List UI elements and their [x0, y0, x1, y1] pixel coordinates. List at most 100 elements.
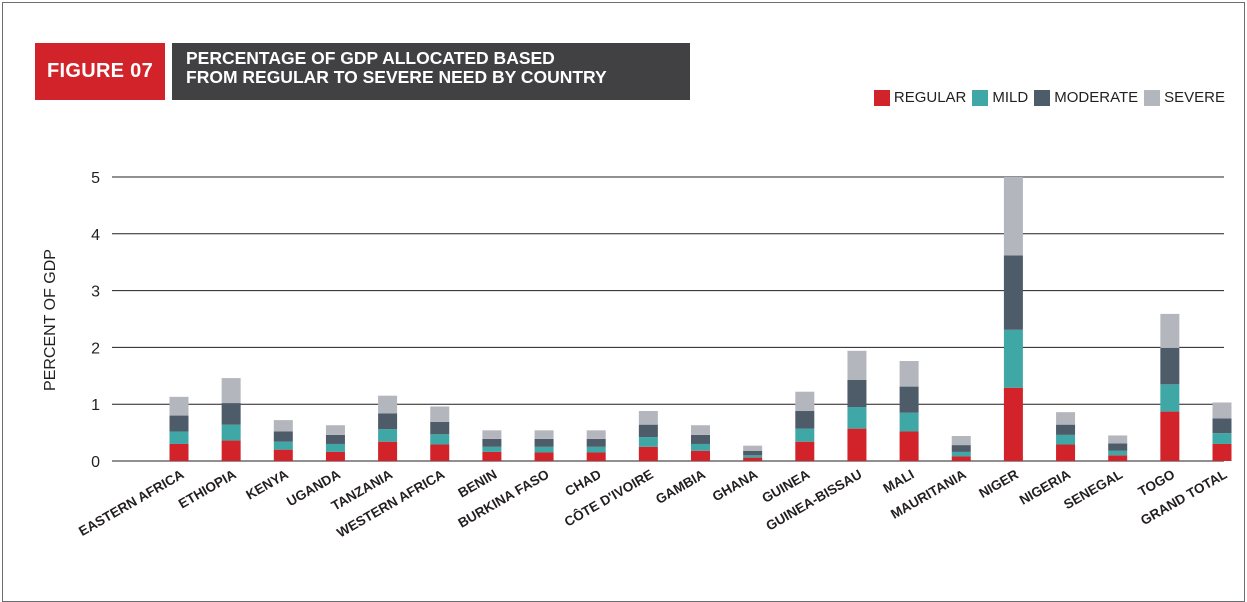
bar-segment-severe: [221, 378, 241, 404]
legend-swatch: [1034, 89, 1051, 106]
bar-segment-severe: [743, 445, 763, 451]
bar-segment-mild: [221, 424, 241, 441]
y-tick-label: 0: [91, 454, 100, 471]
x-tick-label: GHANA: [710, 466, 761, 504]
bar-segment-severe: [899, 361, 919, 387]
bar-segment-moderate: [899, 386, 919, 413]
bar-segment-severe: [325, 425, 345, 435]
legend-item-severe: SEVERE: [1144, 89, 1225, 106]
x-tick-label: SENEGAL: [1061, 467, 1125, 513]
bar-segment-regular: [482, 451, 502, 461]
bar-segment-moderate: [482, 438, 502, 447]
bar-segment-moderate: [1212, 418, 1232, 434]
bar-segment-regular: [273, 449, 293, 461]
bar-segment-moderate: [691, 434, 710, 444]
bar-segment-severe: [951, 436, 971, 446]
bar-segment-regular: [1056, 444, 1076, 461]
bar-segment-moderate: [743, 450, 763, 456]
bar-segment-regular: [795, 441, 815, 461]
bar-segment-mild: [1160, 384, 1180, 412]
y-axis-label: PERCENT OF GDP: [42, 249, 59, 391]
x-tick-label: CHAD: [562, 466, 603, 499]
bar-segment-moderate: [534, 438, 554, 447]
bar-segment-moderate: [169, 415, 189, 432]
bar-segment-severe: [1056, 412, 1076, 425]
bar-segment-regular: [951, 456, 971, 461]
x-tick-label: GAMBIA: [653, 466, 708, 506]
bar-segment-moderate: [847, 379, 867, 408]
legend-label: MODERATE: [1054, 89, 1139, 106]
bar-segment-severe: [638, 411, 658, 425]
bar-segment-moderate: [430, 421, 450, 435]
bar-segment-moderate: [951, 445, 971, 452]
bar-segment-moderate: [378, 413, 398, 430]
bar-segment-mild: [586, 446, 606, 453]
bar-segment-mild: [1056, 434, 1076, 445]
x-tick-label: CÔTE D'IVOIRE: [562, 467, 656, 530]
bar-segment-severe: [1212, 402, 1232, 419]
bar-segment-regular: [534, 452, 554, 461]
bar-segment-severe: [691, 425, 710, 435]
bar-segment-mild: [482, 446, 502, 452]
bar-segment-severe: [482, 430, 502, 439]
figure-title-line-2: FROM REGULAR TO SEVERE NEED BY COUNTRY: [186, 67, 607, 87]
bar-segment-moderate: [325, 434, 345, 444]
bar-segment-mild: [325, 443, 345, 452]
bar-segment-regular: [638, 446, 658, 461]
x-tick-label: GUINEA-BISSAU: [763, 467, 864, 534]
bar-segment-moderate: [1056, 424, 1076, 435]
legend-label: MILD: [992, 89, 1029, 106]
bar-segment-regular: [1160, 411, 1180, 461]
y-tick-label: 4: [91, 227, 100, 244]
bar-segment-severe: [1108, 435, 1128, 444]
bar-segment-moderate: [586, 438, 606, 447]
bar-segment-regular: [586, 452, 606, 461]
bar-segment-regular: [691, 450, 710, 461]
bar-segment-severe: [586, 430, 606, 439]
x-tick-label: TOGO: [1136, 467, 1178, 500]
x-tick-label: EASTERN AFRICA: [76, 466, 187, 538]
legend-swatch: [972, 89, 989, 106]
bar-segment-severe: [273, 420, 293, 432]
bar-segment-regular: [378, 441, 398, 461]
x-tick-label: ETHIOPIA: [176, 466, 239, 511]
bar-segment-severe: [169, 396, 189, 416]
chart-legend: REGULAR MILD MODERATE SEVERE: [868, 89, 1225, 106]
bar-segment-regular: [1108, 455, 1128, 461]
figure-title-line-1: PERCENTAGE OF GDP ALLOCATED BASED: [186, 48, 555, 68]
y-tick-label: 3: [91, 284, 100, 301]
bar-segment-regular: [169, 443, 189, 461]
bar-segment-severe: [1160, 313, 1180, 348]
bar-segment-regular: [221, 440, 241, 461]
bar-segment-moderate: [273, 431, 293, 442]
bar-segment-mild: [795, 428, 815, 442]
bar-segment-regular: [743, 457, 763, 461]
bar-segment-mild: [534, 446, 554, 453]
bar-segment-regular: [1003, 387, 1023, 461]
bar-segment-severe: [795, 391, 815, 412]
legend-label: REGULAR: [893, 89, 967, 106]
bar-segment-severe: [1003, 177, 1023, 256]
bar-segment-severe: [430, 406, 450, 422]
bar-segment-regular: [430, 444, 450, 461]
bar-segment-mild: [743, 455, 763, 458]
bar-segment-moderate: [221, 403, 241, 425]
bar-segment-mild: [378, 429, 398, 442]
bar-segment-mild: [273, 441, 293, 450]
legend-swatch: [1144, 89, 1161, 106]
legend-swatch: [873, 89, 890, 106]
bar-segment-mild: [1003, 329, 1023, 388]
bar-segment-severe: [378, 395, 398, 414]
bar-segment-severe: [534, 430, 554, 439]
figure-label: FIGURE 07: [35, 43, 165, 100]
bar-segment-regular: [1212, 443, 1232, 461]
bar-segment-regular: [899, 431, 919, 461]
bar-segment-mild: [638, 437, 658, 447]
bar-segment-mild: [1212, 433, 1232, 444]
bar-segment-severe: [847, 350, 867, 380]
figure-title: PERCENTAGE OF GDP ALLOCATED BASED FROM R…: [172, 43, 690, 100]
bar-segment-mild: [951, 451, 971, 457]
x-tick-label: BURKINA FASO: [455, 467, 551, 531]
x-tick-label: NIGER: [976, 466, 1021, 500]
bar-segment-moderate: [1003, 255, 1023, 330]
